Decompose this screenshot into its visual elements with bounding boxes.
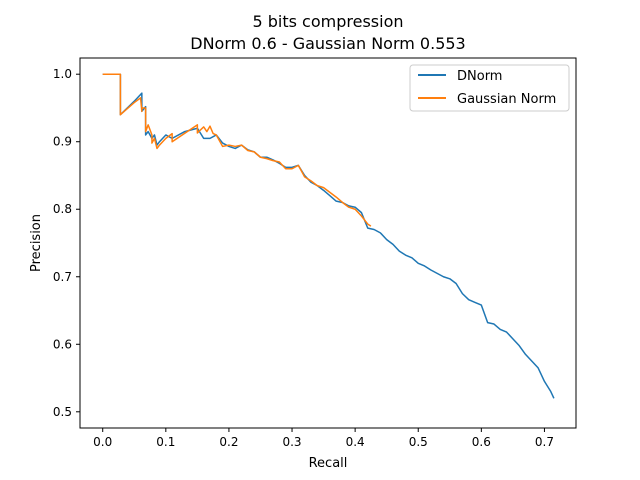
series-line-dnorm [102, 73, 555, 399]
chart-title: 5 bits compression [252, 12, 403, 31]
y-tick-label: 0.8 [53, 202, 72, 216]
legend-label-gaussian-norm: Gaussian Norm [457, 92, 556, 107]
x-axis-ticks: 0.0 0.1 0.2 0.3 0.4 0.5 0.6 0.7 [93, 428, 554, 449]
plot-area-frame [79, 57, 577, 429]
series-line-gaussian-norm [102, 73, 372, 227]
legend-box [409, 64, 570, 112]
y-axis-ticks: 0.5 0.6 0.7 0.8 0.9 1.0 [53, 67, 80, 419]
x-tick-label: 0.7 [535, 435, 554, 449]
legend-label-dnorm: DNorm [457, 69, 502, 84]
y-tick-label: 1.0 [53, 67, 72, 81]
y-tick-label: 0.6 [53, 337, 72, 351]
y-tick-label: 0.7 [53, 270, 72, 284]
x-tick-label: 0.0 [93, 435, 112, 449]
x-tick-label: 0.4 [346, 435, 365, 449]
x-tick-label: 0.2 [219, 435, 238, 449]
chart-subtitle: DNorm 0.6 - Gaussian Norm 0.553 [190, 34, 465, 53]
legend: DNorm Gaussian Norm [409, 64, 570, 112]
y-axis-label: Precision [29, 214, 44, 272]
series-layer [102, 73, 555, 399]
x-tick-label: 0.6 [472, 435, 491, 449]
x-tick-label: 0.5 [409, 435, 428, 449]
x-tick-label: 0.3 [282, 435, 301, 449]
y-tick-label: 0.9 [53, 135, 72, 149]
x-axis-label: Recall [309, 456, 348, 471]
y-tick-label: 0.5 [53, 405, 72, 419]
x-tick-label: 0.1 [156, 435, 175, 449]
